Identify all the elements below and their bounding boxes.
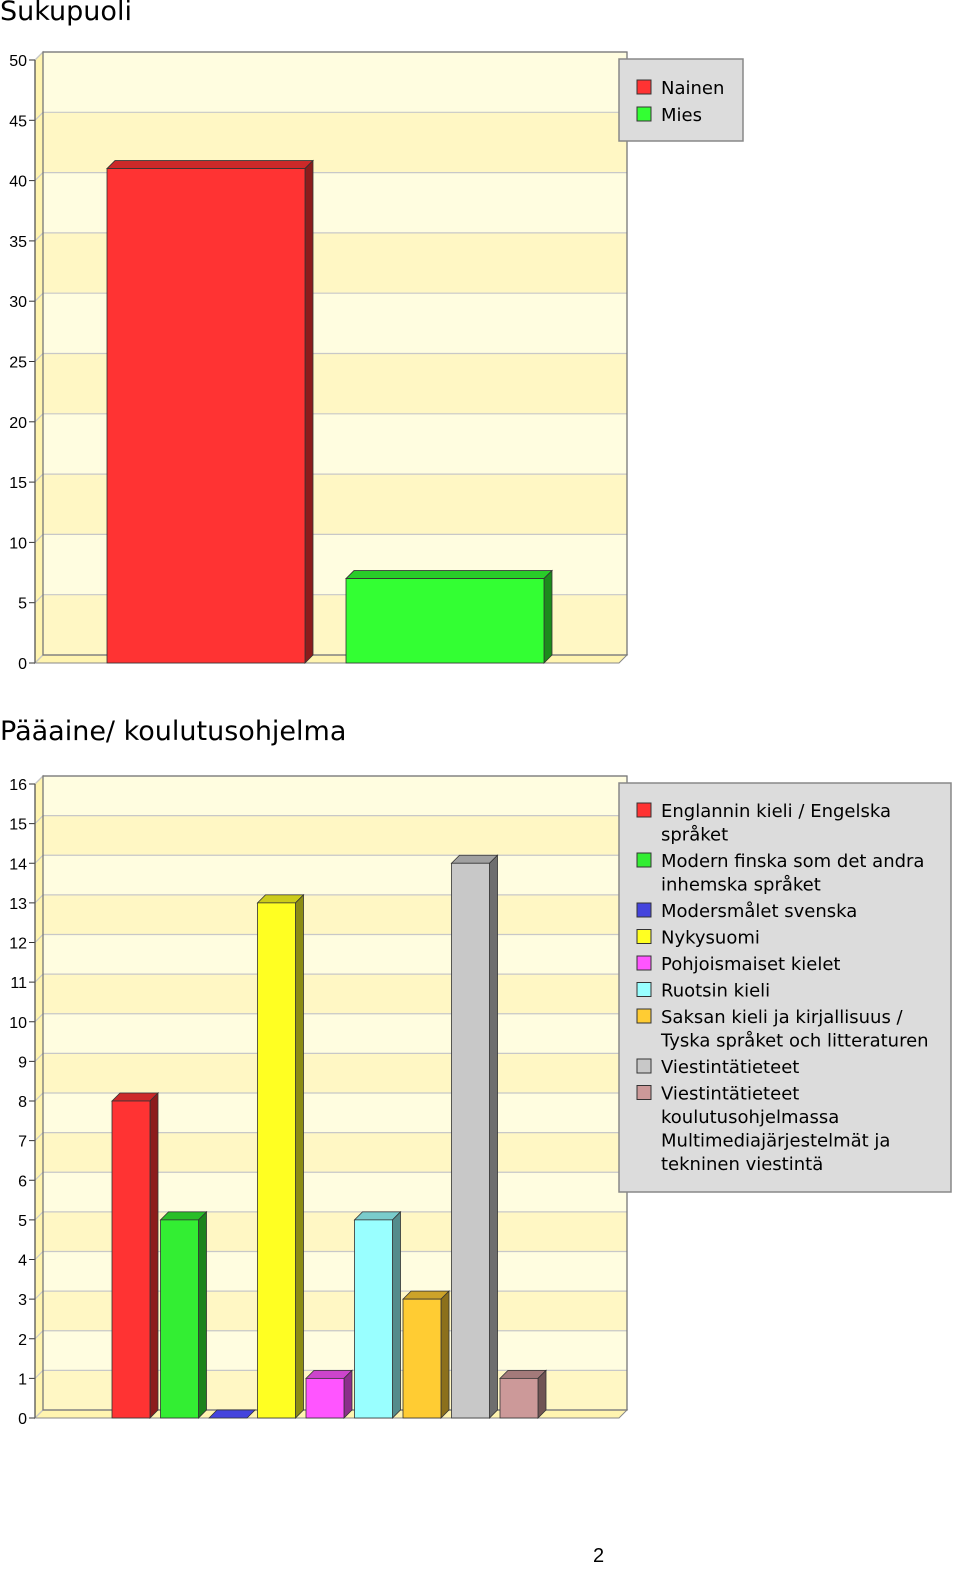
legend-label: Englannin kieli / Engelska	[661, 801, 891, 822]
legend-box	[618, 782, 952, 1193]
y-tick-label: 1	[18, 1371, 27, 1388]
legend-swatch	[636, 982, 652, 997]
legend-label: Tyska språket och litteraturen	[660, 1031, 929, 1052]
bar-front	[160, 1219, 199, 1419]
y-tick-label: 16	[9, 777, 27, 794]
bar	[353, 1210, 402, 1419]
bar-side	[343, 1369, 353, 1419]
bar-front	[451, 862, 490, 1419]
y-tick-label: 5	[18, 1213, 27, 1230]
legend-label: Mies	[661, 105, 702, 126]
plot-stripe	[43, 974, 627, 1014]
y-tick-label: 15	[9, 475, 27, 492]
bar-top	[208, 1409, 256, 1419]
bar-front	[111, 1100, 151, 1419]
y-tick-label: 2	[18, 1332, 27, 1349]
legend-label: Ruotsin kieli	[661, 981, 770, 1002]
plot-stripe	[43, 894, 627, 935]
legend-swatch	[636, 929, 652, 944]
legend-label: Modern finska som det andra	[661, 851, 924, 872]
legend-swatch	[636, 902, 652, 918]
legend-label: koulutusohjelmassa	[661, 1107, 839, 1128]
y-tick-label: 25	[9, 355, 27, 372]
bar	[499, 1369, 547, 1419]
legend-label: Pohjoismaiset kielet	[661, 954, 840, 975]
legend-label: Modersmålet svenska	[661, 901, 857, 922]
legend-label: tekninen viestintä	[661, 1154, 823, 1175]
legend-label: Nainen	[661, 78, 724, 99]
y-tick-label: 8	[18, 1094, 27, 1111]
legend-label: inhemska språket	[661, 875, 821, 896]
bar-side	[537, 1369, 547, 1419]
y-tick-label: 4	[18, 1253, 27, 1270]
legend-swatch	[636, 79, 652, 95]
legend-swatch	[636, 955, 652, 971]
y-tick-label: 0	[18, 1411, 27, 1428]
bar-front	[257, 902, 296, 1419]
bar-side	[489, 854, 498, 1419]
chart-title-gender: Sukupuoli	[0, 0, 132, 27]
y-tick-label: 7	[18, 1134, 27, 1151]
plot-stripe	[43, 815, 627, 856]
legend-label: Nykysuomi	[661, 928, 760, 949]
bar	[208, 1409, 256, 1419]
bar	[106, 159, 314, 664]
bar-side	[440, 1290, 450, 1419]
legend-label: Multimediajärjestelmät ja	[661, 1131, 890, 1152]
legend-swatch	[636, 1008, 652, 1024]
bar-front	[345, 578, 545, 664]
bar-side	[295, 893, 304, 1419]
page-number: 2	[593, 1545, 605, 1567]
plot-frame	[42, 51, 628, 656]
y-tick-label: 12	[9, 936, 27, 953]
y-tick-label: 14	[9, 856, 27, 873]
legend-label: språket	[661, 825, 728, 846]
bar	[111, 1092, 159, 1419]
y-tick-label: 45	[9, 113, 27, 130]
bar-front	[499, 1377, 539, 1419]
y-tick-label: 0	[18, 656, 27, 673]
y-tick-label: 3	[18, 1292, 27, 1309]
y-tick-label: 40	[9, 174, 27, 191]
bar-front	[402, 1298, 442, 1419]
bar-side	[149, 1092, 159, 1419]
y-tick-label: 15	[9, 817, 27, 834]
chart-title-major: Pääaine/ koulutusohjelma	[0, 716, 347, 747]
bar	[305, 1369, 353, 1419]
legend-label: Saksan kieli ja kirjallisuus /	[661, 1007, 904, 1028]
plot-stripe	[43, 1053, 627, 1093]
bar-side	[392, 1210, 401, 1419]
bar-front	[354, 1219, 393, 1419]
y-tick-label: 20	[9, 415, 27, 432]
y-tick-label: 35	[9, 234, 27, 251]
y-tick-label: 6	[18, 1173, 27, 1190]
bar	[450, 854, 499, 1419]
y-tick-label: 30	[9, 294, 27, 311]
y-tick-label: 5	[18, 596, 27, 613]
bar	[402, 1290, 450, 1419]
bar-side	[198, 1210, 207, 1419]
legend-label: Viestintätieteet	[661, 1084, 799, 1105]
bar	[159, 1210, 208, 1419]
legend-label: Viestintätieteet	[661, 1057, 799, 1078]
legend-box	[618, 58, 744, 142]
legend-swatch	[636, 106, 652, 122]
bar-front	[305, 1377, 345, 1419]
legend-swatch	[636, 802, 652, 818]
bar-front	[106, 168, 306, 664]
gender-bar-chart: 0 5 10 15 20 25 30 35 40 45 50 Nainen Mies	[9, 50, 744, 673]
y-tick-label: 11	[10, 975, 27, 992]
bar	[256, 893, 305, 1419]
y-tick-label: 9	[18, 1054, 27, 1071]
legend-swatch	[636, 1085, 652, 1100]
legend-swatch	[636, 1058, 652, 1074]
legend-swatch	[636, 852, 652, 868]
bar	[345, 569, 553, 664]
y-tick-label: 10	[9, 1015, 27, 1032]
y-tick-label: 13	[9, 896, 27, 913]
y-tick-label: 10	[9, 535, 27, 552]
y-tick-label: 50	[9, 53, 27, 70]
